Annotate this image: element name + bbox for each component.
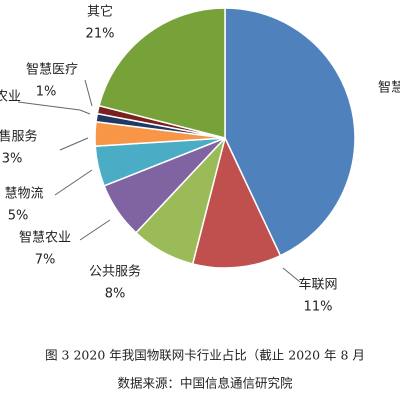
leader-line xyxy=(54,169,93,196)
value-label: 1% xyxy=(36,85,57,100)
category-label: 公共服务 xyxy=(89,264,141,280)
category-label: 智慧农业 xyxy=(19,230,71,246)
category-label: 售服务 xyxy=(0,129,38,145)
source: 数据来源：中国信息通信研究院 xyxy=(117,376,293,391)
leader-line xyxy=(282,267,301,283)
category-label: 其它 xyxy=(87,4,113,20)
leader-lines xyxy=(17,79,301,283)
value-label: 7% xyxy=(35,253,56,268)
value-label: 5% xyxy=(8,209,29,224)
leader-line xyxy=(59,137,89,151)
category-label: 慧物流 xyxy=(4,186,43,202)
category-label: 智慧 xyxy=(378,80,400,96)
pie-slice xyxy=(191,135,282,269)
category-label: 农业 xyxy=(0,90,21,105)
pie-slice xyxy=(224,7,356,257)
leader-line xyxy=(17,101,91,115)
value-label: 21% xyxy=(86,27,115,42)
category-label: 车联网 xyxy=(298,277,337,293)
caption: 图 3 2020 年我国物联网卡行业占比（截止 2020 年 8 月 xyxy=(45,348,365,363)
leader-line xyxy=(79,219,111,241)
value-label: 11% xyxy=(304,300,333,315)
pie-slice xyxy=(98,7,226,139)
category-label: 智慧医疗 xyxy=(26,62,78,78)
value-label: 8% xyxy=(105,287,126,302)
pie xyxy=(94,7,356,269)
leader-line xyxy=(84,79,93,107)
value-label: 3% xyxy=(2,152,23,167)
